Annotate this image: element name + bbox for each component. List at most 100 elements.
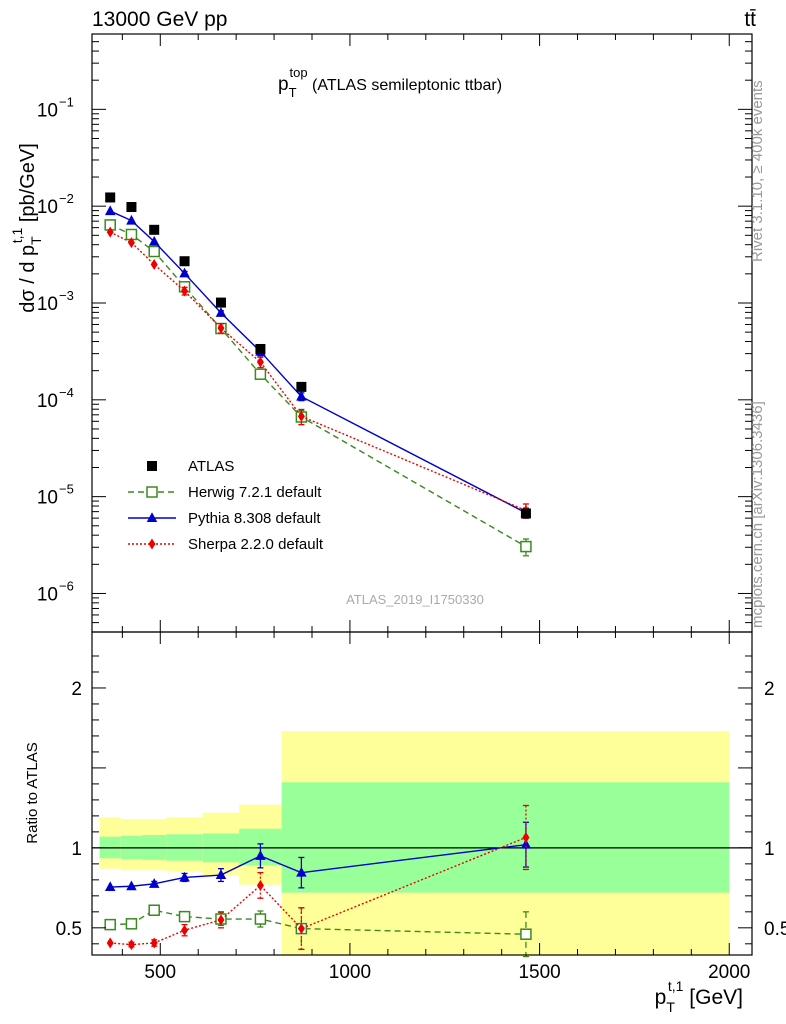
main-data-point bbox=[255, 343, 266, 354]
main-data-point bbox=[217, 322, 225, 334]
ratio-y-tick-label-right: 2 bbox=[764, 679, 775, 700]
main-data-point bbox=[126, 202, 137, 213]
y-tick-label: 10 bbox=[37, 584, 58, 605]
x-tick-label: 500 bbox=[144, 962, 176, 983]
main-y-label-pre: dσ / d p bbox=[17, 245, 39, 313]
main-data-point bbox=[254, 368, 267, 380]
x-tick-label: 1000 bbox=[329, 962, 371, 983]
ratio-y-tick-label-right: 0.5 bbox=[764, 919, 786, 940]
ratio-data-point bbox=[148, 878, 160, 888]
ratio-data-point bbox=[522, 831, 530, 843]
y-tick-label-exponent: −4 bbox=[59, 385, 74, 400]
y-tick-label-exponent: −6 bbox=[59, 578, 74, 593]
ratio-data-point bbox=[254, 913, 267, 925]
main-data-point bbox=[179, 256, 190, 267]
main-series-line bbox=[109, 231, 527, 512]
main-data-point bbox=[297, 410, 305, 422]
stat-uncertainty-band bbox=[281, 782, 730, 893]
main-y-label-sup: t,1 bbox=[9, 228, 25, 244]
main-data-point bbox=[105, 192, 116, 203]
y-tick-label: 10 bbox=[37, 197, 58, 218]
ratio-data-point bbox=[126, 880, 137, 891]
ratio-data-point bbox=[256, 879, 264, 891]
plot-title-main: p bbox=[278, 74, 289, 95]
main-data-point bbox=[148, 235, 160, 246]
ratio-data-point bbox=[127, 939, 135, 951]
main-data-point bbox=[215, 307, 227, 317]
main-data-point bbox=[296, 390, 307, 401]
analysis-watermark: ATLAS_2019_I1750330 bbox=[346, 592, 484, 607]
main-series-line bbox=[109, 224, 527, 548]
ratio-data-point bbox=[296, 866, 307, 877]
main-data-point bbox=[215, 297, 226, 308]
legend-label: ATLAS bbox=[188, 458, 234, 475]
main-data-point bbox=[104, 205, 116, 216]
y-tick-label: 10 bbox=[37, 488, 58, 509]
y-tick-label: 10 bbox=[37, 100, 58, 121]
ratio-data-point bbox=[181, 924, 189, 936]
main-data-point bbox=[520, 508, 531, 519]
ratio-data-point bbox=[179, 871, 190, 882]
main-y-label-sub: T bbox=[28, 236, 44, 245]
process-label: tt̄ bbox=[744, 8, 756, 31]
x-tick-label: 2000 bbox=[708, 962, 750, 983]
ratio-data-point bbox=[106, 937, 114, 949]
ratio-series-line bbox=[110, 836, 527, 946]
main-data-point bbox=[179, 267, 190, 278]
ratio-data-point bbox=[255, 850, 266, 860]
main-y-label-post: [pb/GeV] bbox=[17, 143, 39, 228]
ratio-data-point bbox=[104, 881, 116, 892]
legend-marker bbox=[147, 461, 157, 471]
ratio-data-point bbox=[148, 904, 160, 916]
ratio-y-tick-label-right: 1 bbox=[764, 839, 775, 860]
ratio-data-point bbox=[520, 838, 532, 849]
ratio-data-point bbox=[104, 918, 116, 931]
plot-title: pTtop (ATLAS semileptonic ttbar) bbox=[278, 65, 502, 100]
legend-marker bbox=[148, 538, 156, 550]
main-data-point bbox=[181, 285, 189, 297]
ratio-y-tick-label-left: 2 bbox=[71, 679, 82, 700]
y-tick-label: 10 bbox=[37, 294, 58, 315]
main-data-point bbox=[149, 224, 160, 235]
energy-label: 13000 GeV pp bbox=[92, 8, 227, 31]
main-data-point bbox=[256, 356, 264, 368]
x-label-pre: p bbox=[655, 986, 667, 1009]
x-label-sup: t,1 bbox=[668, 978, 684, 994]
y-tick-label-exponent: −3 bbox=[59, 288, 74, 303]
main-data-point bbox=[106, 226, 114, 238]
ratio-data-point bbox=[297, 923, 305, 935]
main-y-axis-label: dσ / d pTt,1 [pb/GeV] bbox=[9, 143, 44, 313]
main-data-point bbox=[148, 245, 160, 258]
ratio-data-point bbox=[178, 910, 191, 923]
legend-marker bbox=[146, 512, 158, 522]
ratio-data-point bbox=[125, 918, 138, 930]
main-series-line bbox=[109, 210, 527, 514]
main-data-point bbox=[127, 237, 135, 249]
rivet-label: Rivet 3.1.10, ≥ 400k events bbox=[749, 80, 766, 262]
ratio-y-tick-label-left: 1 bbox=[71, 839, 82, 860]
x-label-sub: T bbox=[666, 999, 675, 1015]
ratio-y-axis-label: Ratio to ATLAS bbox=[24, 742, 41, 843]
ratio-frame bbox=[91, 631, 753, 956]
ratio-series-line bbox=[110, 843, 527, 888]
main-data-point bbox=[150, 258, 158, 270]
x-tick-label: 1500 bbox=[518, 962, 560, 983]
plot-title-sub: T bbox=[289, 85, 297, 100]
y-tick-label-exponent: −1 bbox=[59, 94, 74, 109]
x-axis-label: pTt,1 [GeV] bbox=[655, 978, 743, 1015]
main-data-point bbox=[126, 214, 137, 225]
legend-label: Sherpa 2.2.0 default bbox=[188, 536, 324, 553]
ratio-y-tick-label-left: 0.5 bbox=[56, 919, 82, 940]
x-label-post: [GeV] bbox=[683, 986, 743, 1009]
legend-label: Herwig 7.2.1 default bbox=[188, 484, 322, 501]
ratio-data-point bbox=[520, 928, 532, 940]
plot-title-sup: top bbox=[290, 65, 308, 80]
legend-marker bbox=[146, 486, 158, 498]
main-data-point bbox=[296, 381, 307, 392]
y-tick-label-exponent: −2 bbox=[59, 191, 74, 206]
legend-label: Pythia 8.308 default bbox=[188, 510, 321, 527]
ratio-data-point bbox=[217, 914, 225, 926]
main-data-point bbox=[520, 540, 532, 553]
plot-title-rest: (ATLAS semileptonic ttbar) bbox=[308, 77, 502, 94]
